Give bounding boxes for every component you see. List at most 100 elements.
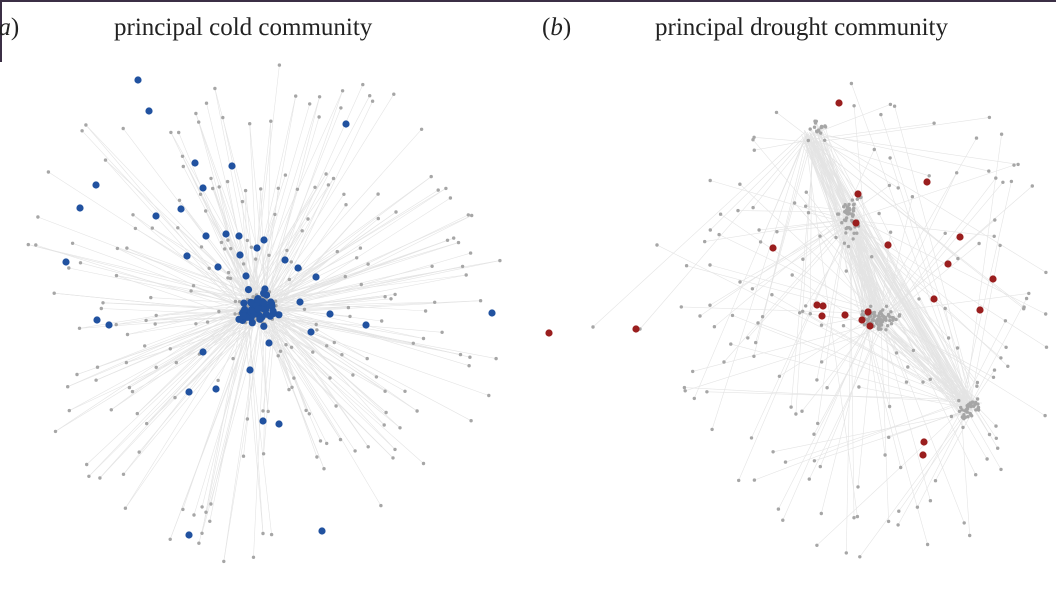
network-node xyxy=(114,322,118,327)
network-node xyxy=(225,179,230,184)
network-edge xyxy=(718,234,882,314)
network-node xyxy=(1009,179,1014,184)
network-node xyxy=(143,344,147,348)
network-node xyxy=(862,322,867,327)
network-node xyxy=(334,404,338,408)
network-node xyxy=(910,195,915,199)
network-node xyxy=(703,239,707,244)
network-node xyxy=(717,232,721,237)
network-node xyxy=(888,318,892,323)
network-edge xyxy=(801,117,990,145)
network-node xyxy=(311,350,315,354)
network-node xyxy=(949,414,954,419)
cold-highlight-node xyxy=(92,181,100,189)
network-edge xyxy=(850,213,990,435)
network-node xyxy=(911,348,916,353)
network-node xyxy=(819,511,823,516)
network-node xyxy=(851,237,855,241)
network-node xyxy=(429,174,433,179)
network-edge xyxy=(111,308,247,411)
network-edge xyxy=(259,107,342,312)
network-node xyxy=(850,198,855,202)
network-node xyxy=(921,380,925,384)
network-node xyxy=(819,323,824,327)
network-node xyxy=(884,318,888,322)
network-node xyxy=(956,256,960,261)
network-node xyxy=(756,321,760,325)
network-node xyxy=(812,125,817,129)
network-node xyxy=(498,258,502,263)
network-node xyxy=(243,188,248,193)
network-node xyxy=(231,356,235,361)
network-node xyxy=(208,519,212,523)
network-node xyxy=(124,360,129,365)
network-node xyxy=(812,432,816,436)
network-edge xyxy=(848,227,874,312)
cold-highlight-node xyxy=(275,311,283,319)
network-edge xyxy=(262,302,276,411)
network-node xyxy=(993,218,997,222)
network-node xyxy=(991,375,996,379)
network-node xyxy=(295,187,300,191)
network-node xyxy=(844,216,849,220)
network-node xyxy=(844,210,848,215)
network-node xyxy=(806,211,811,215)
network-edge xyxy=(656,244,977,406)
network-node xyxy=(351,373,355,377)
network-edge xyxy=(935,410,974,481)
drought-network-grey-nodes xyxy=(591,81,1049,559)
network-node xyxy=(325,441,329,446)
network-edge xyxy=(68,267,258,308)
network-node xyxy=(200,505,204,509)
network-node xyxy=(276,354,280,358)
network-node xyxy=(273,299,278,303)
network-node xyxy=(968,533,972,538)
network-node xyxy=(708,178,712,183)
cold-highlight-node xyxy=(152,212,160,220)
network-node xyxy=(109,408,114,412)
network-edge xyxy=(816,401,971,546)
network-node xyxy=(888,230,893,234)
network-node xyxy=(888,102,893,107)
network-node xyxy=(276,186,280,190)
network-node xyxy=(261,531,265,536)
network-node xyxy=(205,320,210,324)
network-edge xyxy=(805,226,857,307)
network-node xyxy=(851,214,855,218)
network-edge xyxy=(782,314,874,521)
network-node xyxy=(927,174,931,178)
network-edge xyxy=(809,139,813,314)
network-edge xyxy=(897,400,968,526)
network-edge xyxy=(960,400,970,536)
network-node xyxy=(705,390,709,394)
network-node xyxy=(421,336,426,341)
network-edge xyxy=(737,210,846,213)
network-node xyxy=(99,306,104,311)
network-edge xyxy=(880,319,924,383)
network-node xyxy=(789,405,793,409)
network-edge xyxy=(819,235,872,318)
network-node xyxy=(423,309,428,313)
network-edge xyxy=(778,307,882,510)
network-node xyxy=(994,176,998,180)
network-edge xyxy=(245,173,327,300)
network-node xyxy=(289,260,293,264)
network-node xyxy=(150,226,154,230)
drought-community-network xyxy=(545,81,1049,559)
cold-highlight-node xyxy=(199,184,207,192)
network-node xyxy=(987,169,991,173)
network-node xyxy=(346,305,351,310)
network-node xyxy=(306,217,310,221)
cold-highlight-node xyxy=(342,120,350,128)
cold-highlight-node xyxy=(256,315,264,323)
drought-highlight-node xyxy=(884,241,892,249)
network-node xyxy=(852,104,856,108)
network-edge xyxy=(816,224,847,380)
drought-highlight-node xyxy=(854,190,862,198)
network-node xyxy=(204,101,209,105)
network-edge xyxy=(201,295,268,534)
network-node xyxy=(845,205,850,209)
network-node xyxy=(708,303,712,307)
network-node xyxy=(95,365,100,369)
network-node xyxy=(842,241,847,245)
